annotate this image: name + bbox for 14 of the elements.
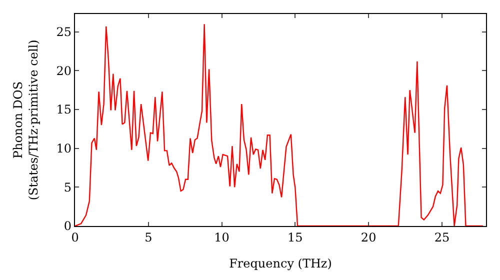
x-tick-label: 10 (214, 230, 230, 244)
y-tick-label: 20 (56, 64, 72, 78)
y-tick-label: 10 (56, 142, 72, 156)
y-tick-label: 15 (56, 102, 72, 117)
x-axis-title: Frequency (THz) (229, 256, 332, 270)
line-series (75, 24, 484, 226)
x-tick-label: 25 (434, 230, 450, 244)
y-tick-label: 0 (64, 219, 72, 234)
x-tick-label: 20 (360, 230, 376, 244)
y-tick-label: 25 (56, 25, 72, 40)
x-tick-label: 5 (144, 230, 152, 244)
y-tick-label: 5 (64, 180, 72, 194)
y-axis-title: Phonon DOS (States/THz·primitive cell) (10, 40, 41, 200)
x-tick-label: 15 (288, 230, 303, 244)
